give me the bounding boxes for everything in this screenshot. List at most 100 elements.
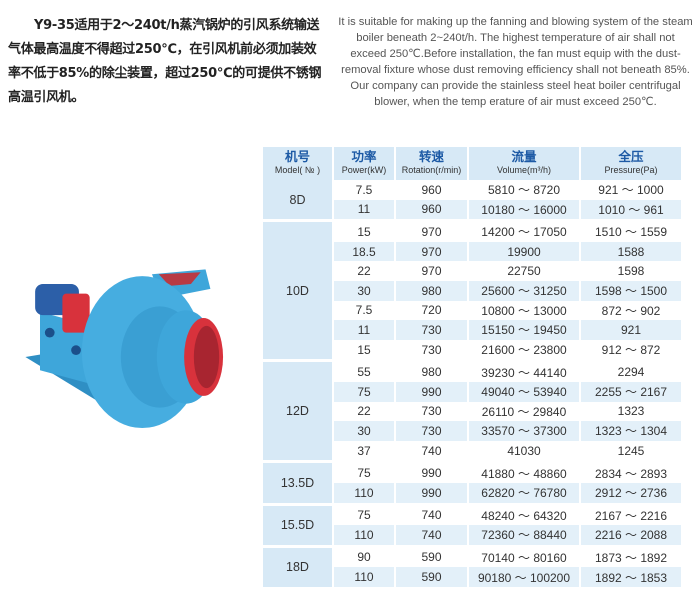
rotation-cell: 740: [396, 440, 469, 464]
column-header: 转速 Rotation(r/min): [396, 147, 469, 180]
volume-cell: 10180 ～ 16000: [469, 199, 581, 223]
pressure-cell: 2216 ～ 2088: [581, 525, 683, 548]
volume-cell: 15150 ～ 19450: [469, 320, 581, 340]
pressure-cell: 921 ～ 1000: [581, 180, 683, 200]
pressure-cell: 1245: [581, 440, 683, 464]
table-row: 30 980 25600 ～ 31250 1598 ～ 1500: [263, 280, 683, 301]
power-cell: 15: [334, 339, 396, 363]
rotation-cell: 990: [396, 463, 469, 483]
table-row: 30 730 33570 ～ 37300 1323 ～ 1304: [263, 421, 683, 441]
pressure-cell: 1598 ～ 1500: [581, 280, 683, 301]
rotation-cell: 720: [396, 300, 469, 321]
pressure-cell: 2167 ～ 2216: [581, 505, 683, 526]
volume-cell: 72360 ～ 88440: [469, 525, 581, 548]
rotation-cell: 590: [396, 567, 469, 590]
column-header-zh: 功率: [351, 149, 377, 164]
power-cell: 15: [334, 222, 396, 242]
power-cell: 90: [334, 547, 396, 568]
power-cell: 37: [334, 440, 396, 464]
rotation-cell: 960: [396, 180, 469, 200]
table-row: 22 730 26110 ～ 29840 1323: [263, 401, 683, 422]
pressure-cell: 1323 ～ 1304: [581, 421, 683, 441]
pressure-cell: 1010 ～ 961: [581, 199, 683, 223]
table-row: 37 740 41030 1245: [263, 440, 683, 464]
rotation-cell: 990: [396, 381, 469, 402]
table-row: 18D 90 590 70140 ～ 80160 1873 ～ 1892: [263, 547, 683, 590]
power-cell: 7.5: [334, 300, 396, 321]
power-cell: 18.5: [334, 241, 396, 262]
rotation-cell: 730: [396, 401, 469, 422]
table-row: 7.5 720 10800 ～ 13000 872 ～ 902: [263, 300, 683, 321]
power-cell: 75: [334, 463, 396, 483]
volume-cell: 39230 ～ 44140: [469, 362, 581, 382]
pressure-cell: 2834 ～ 2893: [581, 463, 683, 483]
power-cell: 22: [334, 401, 396, 422]
volume-cell: 25600 ～ 31250: [469, 280, 581, 301]
rotation-cell: 960: [396, 199, 469, 223]
table-row: 110 590 90180 ～ 100200 1892 ～ 1853: [263, 567, 683, 590]
column-header-zh: 流量: [511, 149, 537, 164]
fan-spec-table: 机号 Model( № ) 功率 Power(kW) 转速 Rotation(r/min)…: [263, 147, 683, 590]
power-cell: 11: [334, 320, 396, 340]
table-row: 10D 15 970 14200 ～ 17050 1510 ～ 1559: [263, 222, 683, 363]
intro-english: It is suitable for making up the fanning…: [338, 16, 693, 108]
table-row: 8D 7.5 960 5810 ～ 8720 921 ～ 1000: [263, 180, 683, 223]
power-cell: 75: [334, 505, 396, 526]
volume-cell: 22750: [469, 261, 581, 281]
volume-cell: 10800 ～ 13000: [469, 300, 581, 321]
power-cell: 75: [334, 381, 396, 402]
column-header-zh: 转速: [418, 149, 444, 164]
pressure-cell: 1892 ～ 1853: [581, 567, 683, 590]
model-cell: 15.5D: [263, 505, 334, 548]
volume-cell: 90180 ～ 100200: [469, 567, 581, 590]
model-cell: 13.5D: [263, 463, 334, 506]
power-cell: 30: [334, 280, 396, 301]
power-cell: 110: [334, 482, 396, 506]
volume-cell: 48240 ～ 64320: [469, 505, 581, 526]
table-row: 22 970 22750 1598: [263, 261, 683, 281]
volume-cell: 41030: [469, 440, 581, 464]
pressure-cell: 872 ～ 902: [581, 300, 683, 321]
column-header-en: Rotation(r/min): [401, 164, 462, 175]
rotation-cell: 970: [396, 222, 469, 242]
rotation-cell: 730: [396, 339, 469, 363]
rotation-cell: 980: [396, 362, 469, 382]
volume-cell: 49040 ～ 53940: [469, 381, 581, 402]
column-header: 全压 Pressure(Pa): [581, 147, 683, 180]
table-row: 12D 55 980 39230 ～ 44140 2294: [263, 362, 683, 464]
volume-cell: 5810 ～ 8720: [469, 180, 581, 200]
volume-cell: 14200 ～ 17050: [469, 222, 581, 242]
table-row: 15 730 21600 ～ 23800 912 ～ 872: [263, 339, 683, 363]
pressure-cell: 1323: [581, 401, 683, 422]
power-cell: 22: [334, 261, 396, 281]
model-cell: 10D: [263, 222, 334, 363]
column-header-zh: 机号: [284, 149, 310, 164]
rotation-cell: 970: [396, 261, 469, 281]
rotation-cell: 740: [396, 505, 469, 526]
table-row: 110 740 72360 ～ 88440 2216 ～ 2088: [263, 525, 683, 548]
column-header: 功率 Power(kW): [334, 147, 396, 180]
table-row: 13.5D 75 990 41880 ～ 48860 2834 ～ 2893: [263, 463, 683, 506]
rotation-cell: 990: [396, 482, 469, 506]
rotation-cell: 970: [396, 241, 469, 262]
pressure-cell: 2294: [581, 362, 683, 382]
power-cell: 110: [334, 525, 396, 548]
table-row: 18.5 970 19900 1588: [263, 241, 683, 262]
column-header-en: Model( № ): [274, 164, 321, 175]
volume-cell: 41880 ～ 48860: [469, 463, 581, 483]
rotation-cell: 980: [396, 280, 469, 301]
table-row: 75 990 49040 ～ 53940 2255 ～ 2167: [263, 381, 683, 402]
volume-cell: 33570 ～ 37300: [469, 421, 581, 441]
column-header: 机号 Model( № ): [263, 147, 334, 180]
power-cell: 55: [334, 362, 396, 382]
column-header-en: Power(kW): [341, 164, 387, 175]
rotation-cell: 730: [396, 421, 469, 441]
table-row: 110 990 62820 ～ 76780 2912 ～ 2736: [263, 482, 683, 506]
volume-cell: 19900: [469, 241, 581, 262]
model-cell: 12D: [263, 362, 334, 464]
volume-cell: 26110 ～ 29840: [469, 401, 581, 422]
volume-cell: 70140 ～ 80160: [469, 547, 581, 568]
power-cell: 11: [334, 199, 396, 223]
model-cell: 8D: [263, 180, 334, 223]
rotation-cell: 740: [396, 525, 469, 548]
